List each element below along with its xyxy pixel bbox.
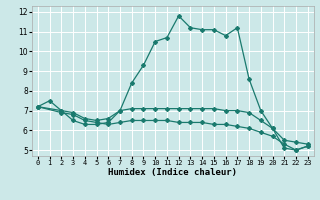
X-axis label: Humidex (Indice chaleur): Humidex (Indice chaleur) xyxy=(108,168,237,177)
